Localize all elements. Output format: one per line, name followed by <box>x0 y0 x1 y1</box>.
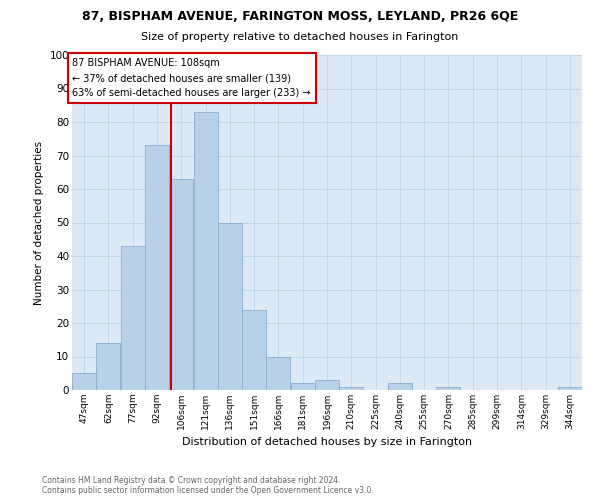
Bar <box>388 384 412 390</box>
Bar <box>340 386 363 390</box>
Bar <box>72 373 96 390</box>
Y-axis label: Number of detached properties: Number of detached properties <box>34 140 44 304</box>
Bar <box>291 384 314 390</box>
Bar <box>97 343 121 390</box>
Bar <box>436 386 460 390</box>
Text: Size of property relative to detached houses in Farington: Size of property relative to detached ho… <box>142 32 458 42</box>
Bar <box>266 356 290 390</box>
Bar <box>218 222 242 390</box>
Text: 87 BISPHAM AVENUE: 108sqm
← 37% of detached houses are smaller (139)
63% of semi: 87 BISPHAM AVENUE: 108sqm ← 37% of detac… <box>73 58 311 98</box>
Bar <box>194 112 218 390</box>
Bar <box>315 380 339 390</box>
Bar <box>169 179 193 390</box>
Text: 87, BISPHAM AVENUE, FARINGTON MOSS, LEYLAND, PR26 6QE: 87, BISPHAM AVENUE, FARINGTON MOSS, LEYL… <box>82 10 518 23</box>
X-axis label: Distribution of detached houses by size in Farington: Distribution of detached houses by size … <box>182 438 472 448</box>
Bar <box>242 310 266 390</box>
Bar <box>121 246 145 390</box>
Bar <box>145 146 169 390</box>
Text: Contains HM Land Registry data © Crown copyright and database right 2024.
Contai: Contains HM Land Registry data © Crown c… <box>42 476 374 495</box>
Bar <box>558 386 582 390</box>
